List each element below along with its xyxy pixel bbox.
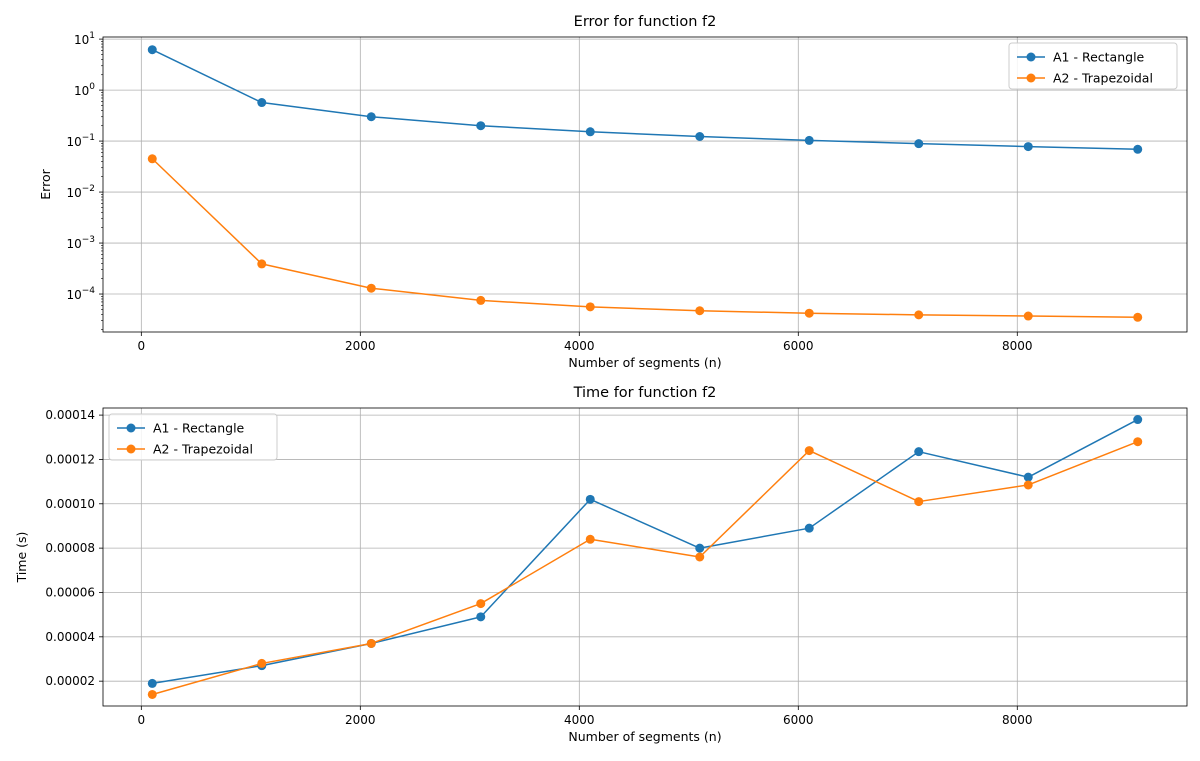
error-axes-frame: [102, 36, 1188, 333]
data-point: [147, 689, 157, 699]
series-line: [152, 441, 1139, 696]
legend-label: A1 - Rectangle: [153, 421, 245, 436]
data-point: [257, 259, 267, 269]
data-point: [366, 112, 376, 122]
data-point: [585, 302, 595, 312]
data-point: [804, 446, 814, 456]
time-x-axis-label: Number of segments (n): [568, 729, 721, 744]
data-point: [1133, 312, 1143, 322]
error-legend: A1 - Rectangle A2 - Trapezoidal: [1008, 42, 1178, 90]
data-point: [695, 543, 705, 553]
error-series-a2-trapezoidal: [147, 154, 1143, 322]
data-point: [476, 295, 486, 305]
x-tick-label: 4000: [564, 339, 595, 353]
data-point: [257, 658, 267, 668]
data-point: [1023, 142, 1033, 152]
x-tick-label: 8000: [1002, 339, 1033, 353]
error-chart: 0 2000 4000 6000 8000 10−4 10−3 10−2 10−1 100 101 E…: [38, 14, 1188, 370]
x-tick-label: 0: [138, 713, 146, 727]
y-tick-label: 0.00002: [45, 674, 95, 688]
y-tick-label: 0.00006: [45, 585, 95, 599]
data-point: [1133, 437, 1143, 447]
data-point: [366, 283, 376, 293]
data-point: [695, 306, 705, 316]
y-tick-label: 101: [74, 31, 95, 47]
legend-marker: [126, 423, 136, 433]
legend-entry: A1 - Rectangle: [117, 421, 245, 436]
data-point: [695, 552, 705, 562]
x-tick-label: 0: [138, 339, 146, 353]
time-axes-frame: [102, 407, 1188, 707]
x-tick-label: 6000: [783, 713, 814, 727]
error-y-axis-label: Error: [38, 168, 53, 199]
y-tick-label: 10−4: [66, 286, 95, 302]
time-chart-title: Time for function f2: [573, 385, 717, 401]
y-tick-label: 0.00008: [45, 541, 95, 555]
legend-marker: [126, 444, 136, 454]
legend-box: [108, 413, 278, 461]
error-x-axis-label: Number of segments (n): [568, 355, 721, 370]
data-point: [914, 139, 924, 149]
y-tick-label: 0.00014: [45, 408, 95, 422]
data-point: [476, 612, 486, 622]
x-tick-label: 2000: [345, 339, 376, 353]
time-legend: A1 - Rectangle A2 - Trapezoidal: [108, 413, 278, 461]
data-point: [1133, 415, 1143, 425]
data-point: [1023, 480, 1033, 490]
data-point: [476, 121, 486, 131]
data-point: [476, 599, 486, 609]
y-tick-label: 10−2: [66, 184, 95, 200]
y-tick-label: 0.00012: [45, 452, 95, 466]
legend-label: A2 - Trapezoidal: [153, 442, 253, 457]
y-tick-label: 10−3: [66, 235, 95, 251]
data-point: [914, 497, 924, 507]
data-point: [147, 45, 157, 55]
x-tick-label: 8000: [1002, 713, 1033, 727]
series-line: [151, 158, 1138, 319]
data-point: [585, 494, 595, 504]
data-point: [147, 154, 157, 164]
x-tick-label: 4000: [564, 713, 595, 727]
legend-entry: A2 - Trapezoidal: [117, 442, 253, 457]
time-grid: [103, 408, 1187, 706]
data-point: [1133, 144, 1143, 154]
series-line: [152, 418, 1139, 685]
time-y-axis-label: Time (s): [14, 532, 29, 584]
x-tick-label: 2000: [345, 713, 376, 727]
data-point: [1023, 472, 1033, 482]
legend-marker: [1026, 52, 1036, 62]
y-tick-label: 100: [74, 82, 95, 98]
legend-label: A1 - Rectangle: [1053, 50, 1145, 65]
legend-entry: A2 - Trapezoidal: [1017, 71, 1153, 86]
time-series-a2-trapezoidal: [147, 437, 1143, 699]
y-tick-label: 10−1: [66, 133, 95, 149]
legend-entry: A1 - Rectangle: [1017, 50, 1145, 65]
legend-label: A2 - Trapezoidal: [1053, 71, 1153, 86]
error-grid: [103, 37, 1187, 332]
time-series-a1-rectangle: [147, 415, 1143, 688]
legend-marker: [1026, 73, 1036, 83]
error-chart-title: Error for function f2: [574, 14, 717, 30]
data-point: [804, 523, 814, 533]
data-point: [914, 310, 924, 320]
data-point: [804, 135, 814, 145]
data-point: [257, 98, 267, 108]
data-point: [804, 308, 814, 318]
data-point: [585, 534, 595, 544]
series-line: [151, 49, 1138, 151]
time-chart: 0 2000 4000 6000 8000 0.00002 0.00004 0.00006 0.…: [14, 385, 1188, 744]
x-tick-label: 6000: [783, 339, 814, 353]
data-point: [147, 678, 157, 688]
data-point: [366, 638, 376, 648]
y-tick-label: 0.00004: [45, 630, 95, 644]
data-point: [695, 131, 705, 141]
legend-box: [1008, 42, 1178, 90]
data-point: [1023, 311, 1033, 321]
data-point: [914, 447, 924, 457]
y-tick-label: 0.00010: [45, 497, 95, 511]
error-series-a1-rectangle: [147, 45, 1143, 154]
data-point: [585, 127, 595, 137]
